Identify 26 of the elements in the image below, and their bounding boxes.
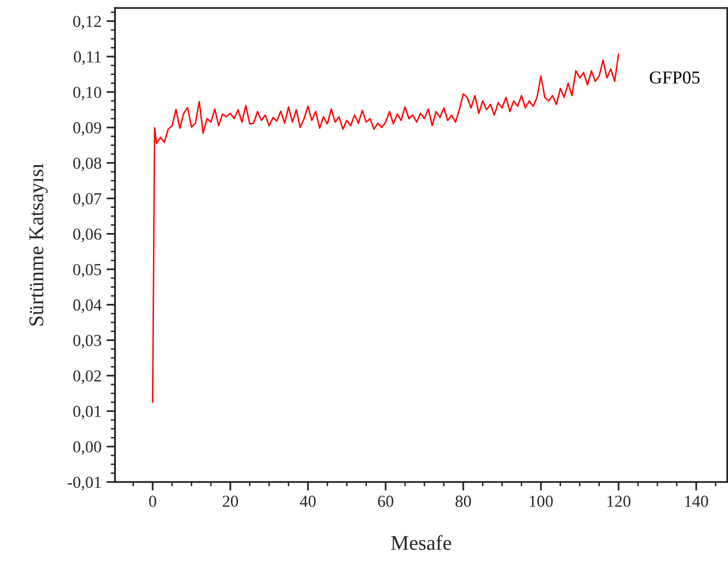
series-label: GFP05 [650,71,700,84]
y-tick-label: -0,01 [68,476,101,490]
y-tick-label: 0,08 [73,158,102,172]
y-tick-label: 0,05 [73,264,102,278]
y-tick-label: 0,12 [73,16,101,30]
x-tick-label: 0 [149,496,156,507]
y-tick-label: 0,11 [74,51,101,65]
y-tick-label: 0,07 [73,193,102,207]
x-axis-title: Mesafe [391,535,452,550]
x-tick-label: 80 [456,496,471,507]
y-axis-title: Sürtünme Katsayısı [29,164,48,326]
x-tick-label: 100 [530,496,553,507]
x-tick-label: 40 [300,496,316,507]
y-tick-label: 0,09 [73,122,102,136]
y-tick-label: 0,03 [73,334,102,349]
x-tick-label: 20 [222,496,238,507]
y-tick-label: 0,02 [73,370,101,384]
x-tick-label: 60 [378,496,394,507]
y-tick-label: 0,10 [73,86,102,100]
y-tick-label: 0,06 [73,228,102,242]
line-series [152,53,620,403]
y-tick-label: 0,01 [73,406,101,420]
y-tick-label: 0,00 [73,441,102,455]
x-tick-label: 120 [608,496,630,507]
y-tick-label: 0,04 [73,299,102,314]
x-tick-label: 140 [685,496,708,507]
